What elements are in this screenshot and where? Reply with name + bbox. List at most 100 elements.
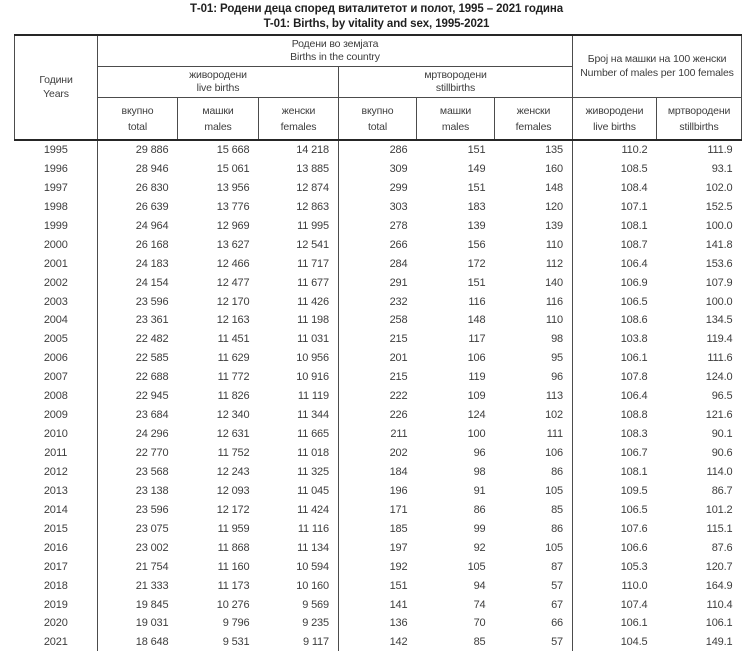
value-cell: 11 426 [258,292,339,312]
table-row: 2021 18 648 9 531 9 117 142 85 57 104.5 149.1 [14,633,742,651]
table-row: 2020 19 031 9 796 9 235 136 70 66 106.1 106.1 [14,614,742,634]
value-cell: 119 [468,371,486,384]
value-cell: 11 134 [258,538,339,558]
value-cell: 116 [494,292,573,312]
value-cell: 85 [473,636,486,649]
header-still-females: женски females [494,97,573,141]
header-live-females-en: females [280,120,317,133]
value-cell: 106.5 [620,295,648,308]
value-cell: 124.0 [705,371,733,384]
value-cell: 86 [494,462,573,482]
table-row: 2018 21 333 11 173 10 160 151 94 57 110.0 164.9 [14,576,742,596]
year-cell: 1998 [14,197,98,217]
table-row: 1998 26 639 13 776 12 863 303 183 120 107.1 152.… [14,197,742,217]
value-cell: 23 138 [135,484,169,497]
value-cell: 115.1 [706,522,733,535]
value-cell: 12 969 [216,219,250,232]
value-cell: 266 [389,238,408,251]
value-cell: 11 045 [258,481,339,501]
value-cell: 171 [389,503,408,516]
value-cell: 98 [473,465,486,478]
value-cell: 107.9 [705,276,733,289]
value-cell: 22 770 [135,447,169,459]
value-cell: 13 776 [216,200,250,213]
value-cell: 105 [494,481,573,501]
value-cell: 106.4 [620,257,648,270]
value-cell: 19 031 [135,617,169,630]
year-cell: 2020 [14,614,98,634]
year-cell: 2014 [14,500,98,520]
year-cell: 2011 [14,444,98,463]
value-cell: 106.4 [620,390,648,403]
value-cell: 24 296 [135,428,169,441]
value-cell: 110.0 [621,579,648,592]
value-cell: 110 [494,235,573,255]
value-cell: 29 886 [135,144,169,156]
value-cell: 23 002 [135,541,169,554]
value-cell: 106 [467,352,486,365]
value-cell: 11 018 [258,444,339,463]
value-cell: 100.0 [705,219,733,232]
value-cell: 26 830 [135,181,169,194]
value-cell: 74 [473,598,486,611]
value-cell: 26 639 [135,200,169,213]
year-cell: 1996 [14,159,98,179]
table-row: 2008 22 945 11 826 11 119 222 109 113 106.4 96.5 [14,387,742,407]
header-live-births-en: live births [196,82,240,94]
header-still-females-mk: женски [516,104,551,117]
table-row: 2019 19 845 10 276 9 569 141 74 67 107.4 110.4 [14,595,742,615]
table-row: 2003 23 596 12 170 11 426 232 116 116 106.5 100.… [14,292,742,312]
value-cell: 215 [389,371,408,384]
header-live-total: вкупно total [97,97,178,141]
value-cell: 70 [473,617,486,630]
header-live-males: машки males [177,97,259,141]
value-cell: 11 959 [217,522,250,535]
table-row: 2001 24 183 12 466 11 717 284 172 112 106.4 153.… [14,254,742,274]
value-cell: 14 218 [258,140,339,160]
value-cell: 11 198 [258,311,339,331]
value-cell: 232 [389,295,408,308]
year-cell: 2008 [14,387,98,407]
value-cell: 134.5 [705,314,733,327]
year-cell: 1995 [14,140,98,160]
value-cell: 151 [467,144,486,156]
value-cell: 114.0 [706,465,733,478]
value-cell: 202 [389,447,408,459]
header-males-per-100-females: Број на машки на 100 женски Number of ma… [572,35,743,98]
value-cell: 106.5 [620,503,648,516]
value-cell: 11 424 [258,500,339,520]
value-cell: 108.8 [620,409,648,422]
value-cell: 11 677 [258,273,339,293]
value-cell: 142 [389,636,408,649]
value-cell: 11 116 [258,519,339,539]
value-cell: 96 [494,368,573,388]
header-years: Години Years [14,35,98,141]
value-cell: 107.8 [620,371,648,384]
value-cell: 11 717 [258,254,339,274]
table-row: 2012 23 568 12 243 11 325 184 98 86 108.1 114.0 [14,462,742,482]
value-cell: 23 596 [135,503,169,516]
table-row: 2006 22 585 11 629 10 956 201 106 95 106.1 111.6 [14,349,742,369]
header-still-total: вкупно total [338,97,417,141]
value-cell: 11 325 [258,462,339,482]
value-cell: 12 170 [216,295,250,308]
value-cell: 108.1 [620,219,648,232]
value-cell: 139 [467,219,486,232]
header-live-births-group: живородени live births [97,66,339,98]
value-cell: 116 [468,295,486,308]
value-cell: 57 [494,576,573,596]
value-cell: 107.4 [620,598,648,611]
value-cell: 119.4 [706,333,733,346]
value-cell: 23 684 [135,409,169,422]
value-cell: 151 [389,579,408,592]
header-ratio-live-en: live births [593,120,636,133]
value-cell: 85 [494,500,573,520]
value-cell: 11 826 [217,390,250,403]
value-cell: 107.1 [620,200,648,213]
value-cell: 11 995 [258,216,339,236]
header-ratio-still-mk: мртвородени [667,104,731,117]
year-cell: 1997 [14,178,98,198]
value-cell: 24 154 [135,276,169,289]
value-cell: 9 117 [258,633,339,651]
value-cell: 11 031 [258,330,339,350]
